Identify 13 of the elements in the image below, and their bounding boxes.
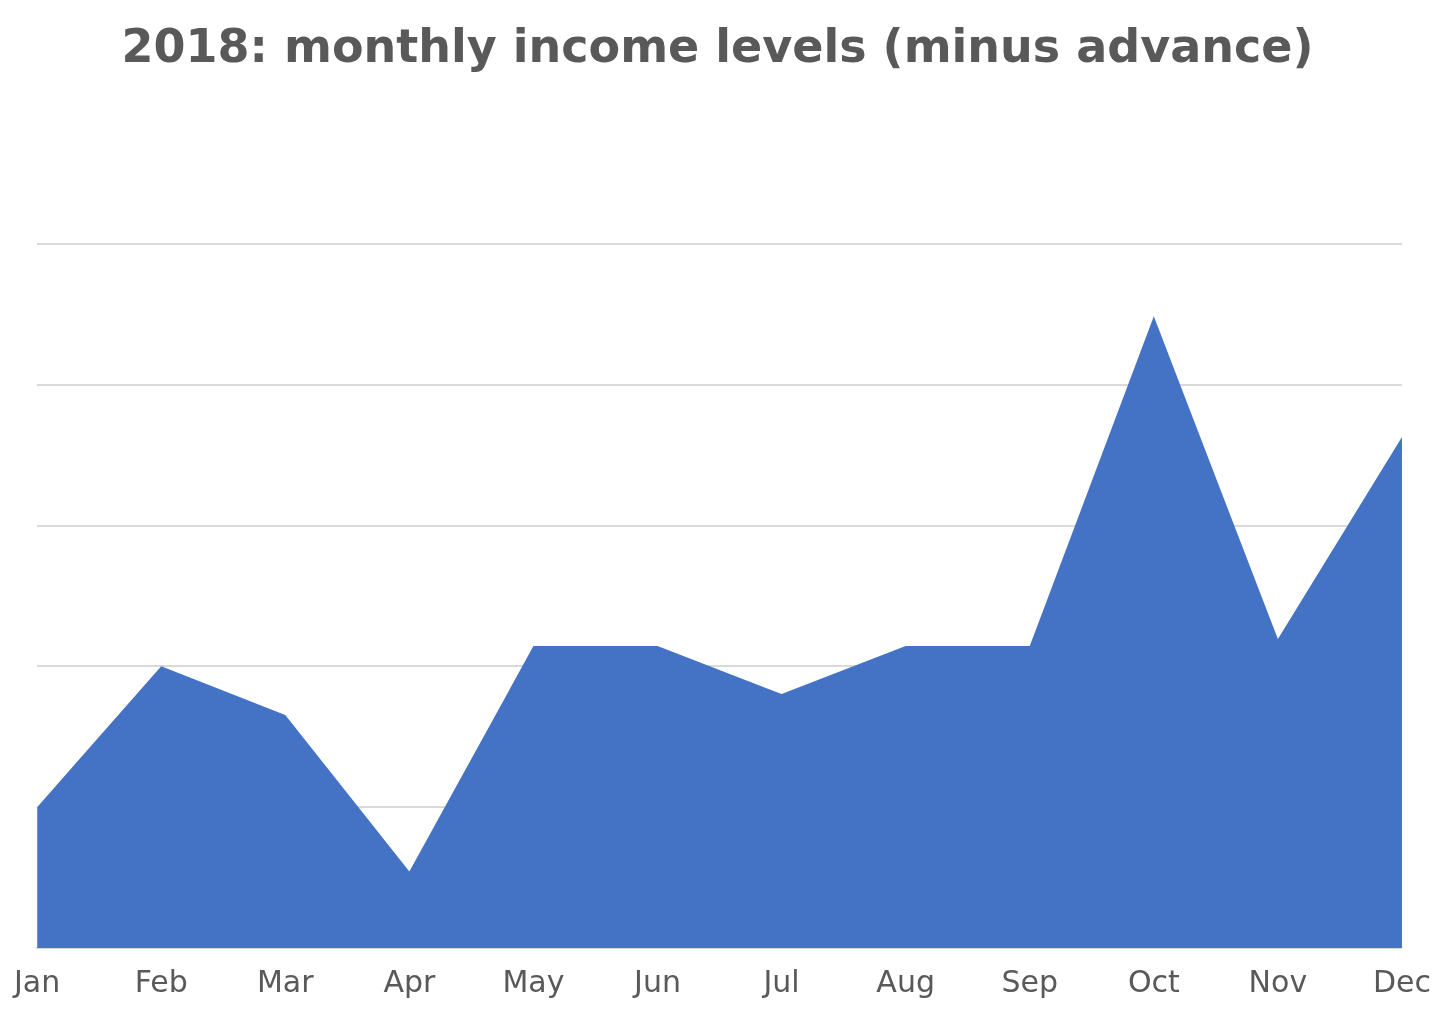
x-tick-label: Apr xyxy=(383,963,436,999)
x-tick-label: Aug xyxy=(876,963,935,999)
x-tick-label: May xyxy=(502,963,565,999)
x-tick-label: Mar xyxy=(256,963,315,999)
x-tick-label: Feb xyxy=(134,963,188,999)
chart-title: 2018: monthly income levels (minus advance) xyxy=(121,18,1314,73)
x-tick-label: Sep xyxy=(1001,963,1059,999)
x-tick-label: Nov xyxy=(1248,963,1308,999)
x-tick-label: Oct xyxy=(1127,963,1180,999)
x-tick-label: Dec xyxy=(1372,963,1432,999)
x-tick-label: Jan xyxy=(12,963,61,999)
x-tick-label: Jun xyxy=(632,963,681,999)
x-tick-label: Jul xyxy=(761,963,800,999)
